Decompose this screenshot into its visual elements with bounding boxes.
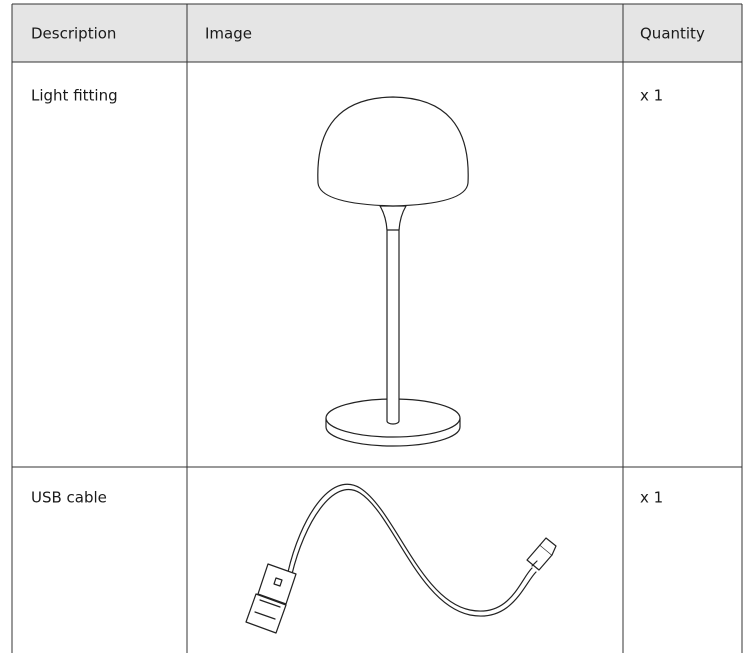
- quantity-cell: x 1: [640, 87, 663, 105]
- lamp-illustration: [317, 96, 469, 447]
- header-cell: Description: [31, 25, 116, 43]
- quantity-cell: x 1: [640, 489, 663, 507]
- header-background: [12, 4, 742, 62]
- usb-cable-illustration: [245, 483, 557, 634]
- table-grid: [11, 3, 743, 653]
- description-cell: Light fitting: [31, 87, 118, 105]
- description-cell: USB cable: [31, 489, 107, 507]
- header-cell: Quantity: [640, 25, 705, 43]
- header-cell: Image: [205, 25, 252, 43]
